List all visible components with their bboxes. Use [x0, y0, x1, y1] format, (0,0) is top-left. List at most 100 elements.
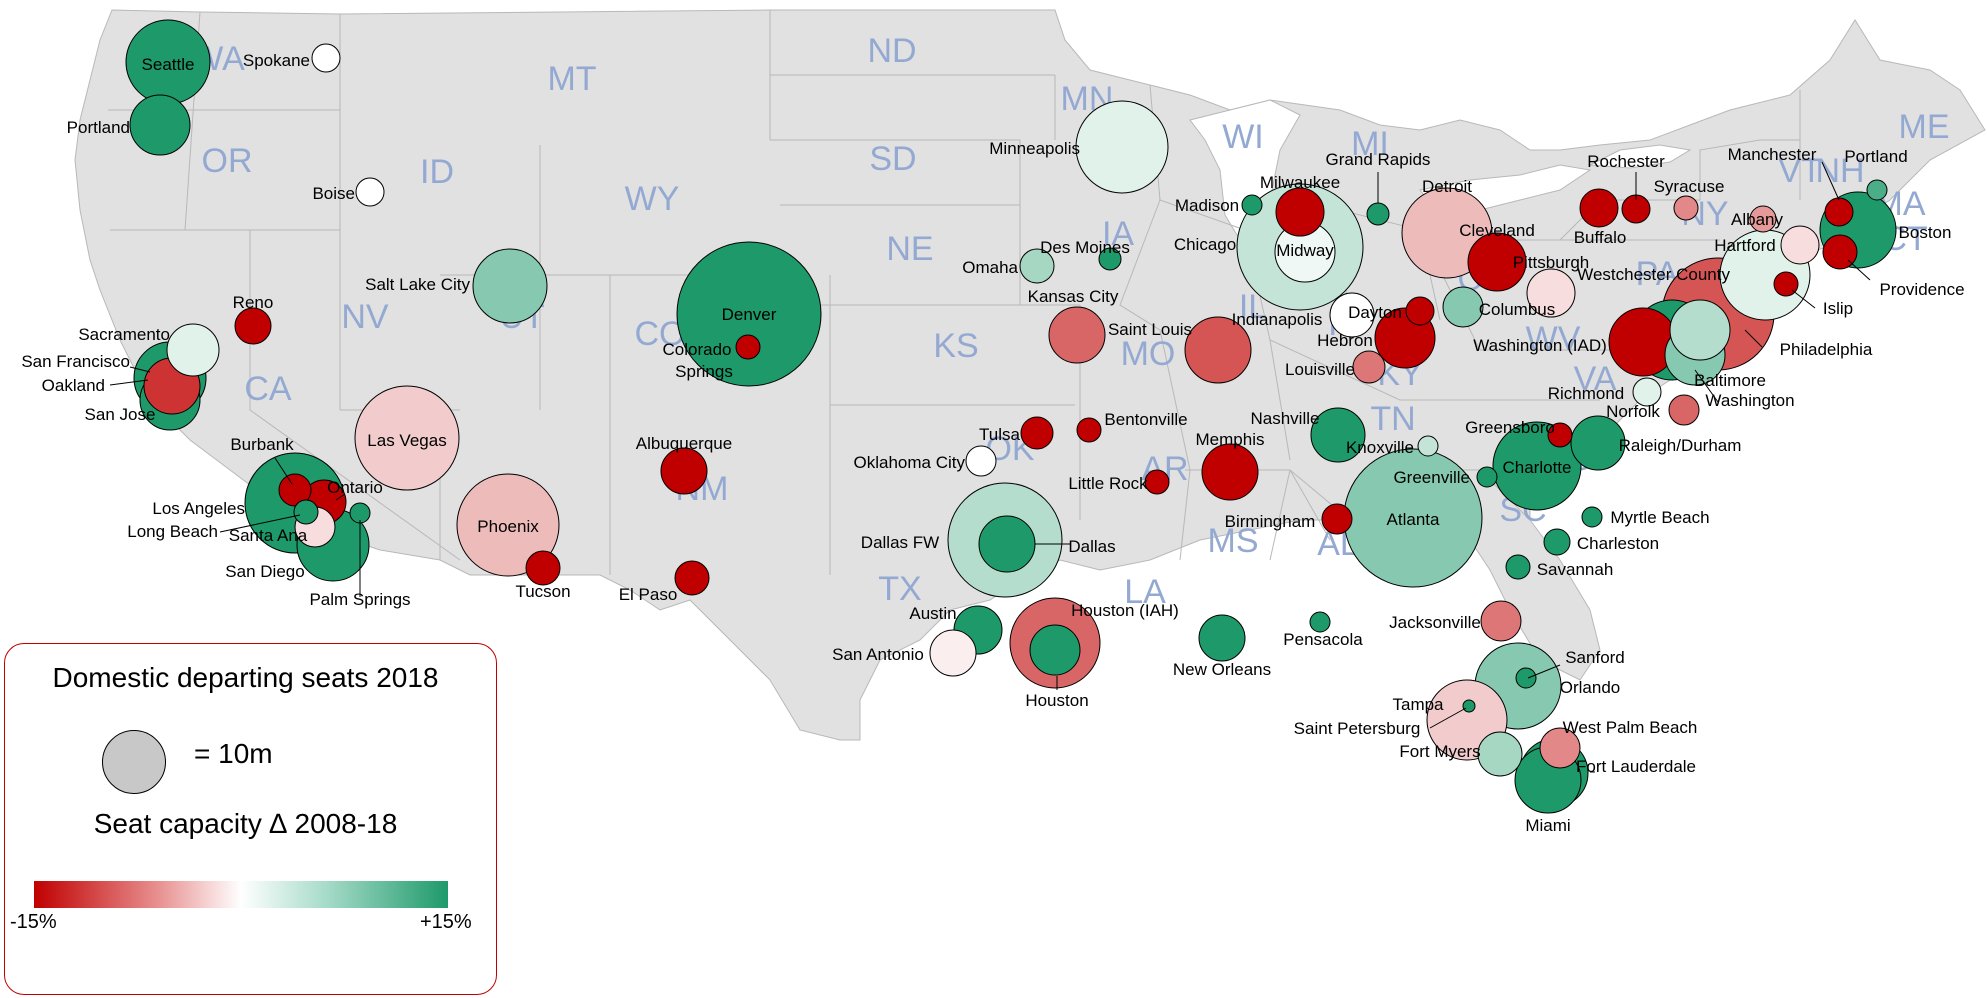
bubble-birmingham — [1321, 503, 1353, 535]
bubble-dayton — [1405, 296, 1435, 326]
state-abbr-wi: WI — [1222, 118, 1264, 156]
label-sacramento: Sacramento — [78, 325, 170, 344]
leader-burbank — [274, 457, 293, 485]
label-reno: Reno — [233, 293, 274, 312]
bubble-albany — [1749, 205, 1777, 233]
bubble-new-orleans — [1198, 614, 1246, 662]
label-saint-petersburg: Saint Petersburg — [1294, 719, 1421, 738]
city-labels: Seattle Spokane Portland Boise Reno Sacrament… — [21, 51, 1964, 835]
state-abbr-ms: MS — [1208, 522, 1259, 560]
bubble-tulsa — [1020, 416, 1054, 450]
label-grand-rapids: Grand Rapids — [1326, 150, 1431, 169]
label-tampa: Tampa — [1392, 695, 1444, 714]
label-memphis: Memphis — [1196, 430, 1265, 449]
label-san-diego: San Diego — [225, 562, 304, 581]
label-savannah: Savannah — [1537, 560, 1614, 579]
bubble-portland — [129, 94, 191, 156]
state-abbr-vt: VT — [1778, 152, 1821, 190]
label-richmond: Richmond — [1548, 384, 1625, 403]
bubble-burbank — [278, 473, 312, 507]
leader-sanford — [1527, 664, 1561, 679]
legend-scale-min: -15% — [10, 911, 57, 933]
label-new-orleans: New Orleans — [1173, 660, 1271, 679]
bubble-oklahoma-city — [965, 445, 997, 477]
bubble-knoxville — [1417, 435, 1439, 457]
bubble-madison — [1241, 194, 1263, 216]
label-fort-lauderdale: Fort Lauderdale — [1576, 757, 1696, 776]
bubble-des-moines — [1098, 247, 1122, 271]
label-houston-iah: Houston (IAH) — [1071, 601, 1179, 620]
label-manchester: Manchester — [1728, 145, 1817, 164]
label-oakland: Oakland — [42, 376, 105, 395]
label-milwaukee: Milwaukee — [1260, 173, 1340, 192]
bubble-long-beach — [293, 499, 319, 525]
state-abbr-or: OR — [202, 142, 253, 180]
label-little-rock: Little Rock — [1068, 474, 1148, 493]
label-providence: Providence — [1879, 280, 1964, 299]
airport-bubbles — [125, 19, 1897, 814]
state-abbr-nh: NH — [1815, 152, 1864, 190]
bubble-reno — [234, 307, 272, 345]
label-austin: Austin — [909, 604, 956, 623]
bubble-minneapolis — [1075, 100, 1169, 194]
bubble-rochester — [1579, 188, 1619, 228]
bubble-manchester — [1824, 197, 1854, 227]
label-hebron: Hebron — [1317, 331, 1373, 350]
bubble-columbus — [1442, 286, 1484, 328]
label-colorado-springs-line2: Springs — [675, 362, 733, 381]
label-minneapolis: Minneapolis — [989, 139, 1080, 158]
label-chicago: Chicago — [1174, 235, 1236, 254]
label-long-beach: Long Beach — [127, 522, 218, 541]
label-myrtle-beach: Myrtle Beach — [1610, 508, 1709, 527]
label-greensboro: Greensboro — [1465, 418, 1555, 437]
bubble-las-vegas — [354, 385, 460, 491]
bubble-cleveland — [1467, 232, 1527, 292]
label-houston: Houston — [1025, 691, 1088, 710]
bubble-omaha — [1019, 248, 1055, 284]
legend-scale-max: +15% — [420, 911, 472, 933]
state-abbr-tn: TN — [1370, 400, 1415, 438]
label-burbank: Burbank — [230, 435, 294, 454]
state-abbr-mo: MO — [1121, 335, 1176, 373]
label-boston: Boston — [1899, 223, 1952, 242]
label-portland-me: Portland — [1844, 147, 1907, 166]
leader-saint-petersburg — [1429, 707, 1467, 729]
label-tulsa: Tulsa — [979, 425, 1020, 444]
label-pittsburgh: Pittsburgh — [1513, 253, 1590, 272]
leader-philadelphia — [1744, 329, 1763, 348]
bubble-saint-louis — [1184, 316, 1252, 384]
bubble-charleston — [1543, 528, 1571, 556]
bubble-salt-lake-city — [472, 248, 548, 324]
state-abbr-mt: MT — [547, 60, 596, 98]
label-omaha: Omaha — [962, 258, 1018, 277]
bubble-bentonville — [1076, 417, 1102, 443]
label-charlotte: Charlotte — [1503, 458, 1572, 477]
state-abbr-ne: NE — [886, 230, 933, 268]
label-birmingham: Birmingham — [1225, 512, 1316, 531]
bubble-indianapolis — [1329, 292, 1375, 338]
label-albuquerque: Albuquerque — [636, 434, 732, 453]
label-fort-myers: Fort Myers — [1399, 742, 1480, 761]
label-madison: Madison — [1175, 196, 1239, 215]
bubble-raleigh-durham — [1570, 415, 1626, 471]
label-oklahoma-city: Oklahoma City — [854, 453, 966, 472]
label-greenville: Greenville — [1393, 468, 1470, 487]
legend-color-scale — [34, 881, 448, 908]
label-rochester: Rochester — [1587, 152, 1665, 171]
label-columbus: Columbus — [1479, 300, 1556, 319]
label-saint-louis: Saint Louis — [1108, 320, 1192, 339]
leader-ontario — [335, 493, 346, 501]
label-palm-springs: Palm Springs — [309, 590, 410, 609]
state-abbr-nv: NV — [341, 298, 389, 336]
label-indianapolis: Indianapolis — [1232, 310, 1323, 329]
bubble-hartford — [1780, 225, 1820, 265]
leader-lines — [109, 161, 1871, 773]
bubble-memphis — [1201, 443, 1259, 501]
legend-color-title: Seat capacity ∆ 2008-18 — [93, 808, 398, 839]
bubble-saint-petersburg — [1462, 699, 1476, 713]
bubble-phoenix — [456, 473, 560, 577]
bubble-spokane — [311, 43, 341, 73]
bubble-boise — [355, 177, 385, 207]
label-las-vegas: Las Vegas — [367, 431, 446, 450]
bubble-jacksonville — [1480, 600, 1522, 642]
